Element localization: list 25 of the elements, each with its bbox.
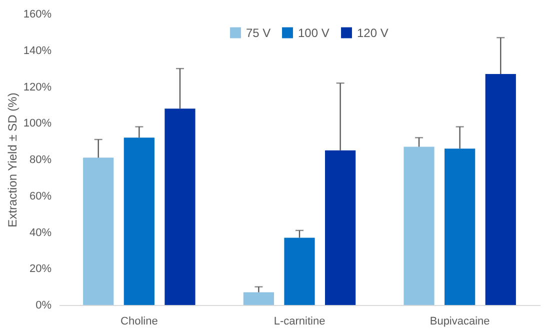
- legend-label: 120 V: [357, 26, 388, 40]
- x-tick-label: Choline: [120, 316, 158, 328]
- bar: [124, 138, 154, 305]
- y-tick-label: 80%: [29, 154, 52, 166]
- y-tick-label: 140%: [23, 44, 52, 57]
- y-tick-label: 160%: [23, 8, 52, 20]
- bar: [164, 108, 196, 305]
- x-tick-label: L-carnitine: [274, 316, 326, 328]
- y-tick-label: 100%: [23, 118, 52, 130]
- y-tick-label: 20%: [29, 263, 52, 276]
- bar: [444, 148, 476, 305]
- y-tick-label: 0%: [36, 300, 52, 312]
- bar: [243, 292, 274, 305]
- x-tick-label: Bupivacaine: [430, 316, 490, 328]
- bar: [284, 238, 315, 305]
- bar: [485, 74, 516, 305]
- y-axis-title: Extraction Yield ± SD (%): [5, 92, 20, 228]
- y-tick-label: 60%: [29, 190, 52, 202]
- bar: [83, 158, 114, 305]
- y-tick-label: 120%: [23, 81, 52, 94]
- bar: [325, 150, 356, 305]
- legend-label: 100 V: [298, 26, 330, 40]
- y-tick-label: 40%: [29, 226, 52, 239]
- legend-label: 75 V: [246, 26, 271, 40]
- bar: [404, 146, 434, 305]
